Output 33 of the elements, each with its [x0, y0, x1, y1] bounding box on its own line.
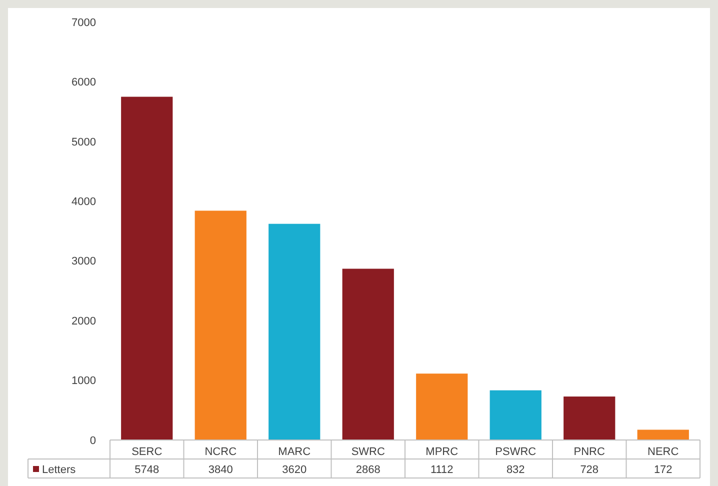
y-tick-label: 5000: [72, 136, 96, 148]
data-label: 3840: [208, 464, 233, 476]
y-tick-label: 2000: [72, 315, 96, 328]
bar: [194, 210, 246, 440]
legend-label: Letters: [42, 464, 76, 476]
x-tick-label: NERC: [648, 446, 679, 458]
x-tick-label: PSWRC: [495, 446, 536, 458]
y-tick-label: 1000: [72, 375, 96, 388]
data-label: 1112: [430, 464, 454, 476]
data-label: 728: [580, 464, 599, 476]
x-tick-label: SWRC: [351, 446, 385, 458]
bar: [268, 224, 320, 440]
x-tick-label: SERC: [132, 446, 162, 458]
bar: [564, 396, 616, 440]
bar: [416, 374, 468, 440]
x-tick-label: NCRC: [204, 446, 237, 458]
data-label: 832: [506, 464, 525, 476]
data-label: 172: [654, 464, 672, 476]
data-label: 2868: [356, 464, 380, 476]
bar: [490, 390, 542, 440]
x-tick-label: MPRC: [426, 446, 458, 458]
y-tick-label: 3000: [72, 256, 96, 268]
x-tick-label: PNRC: [574, 446, 606, 458]
y-tick-label: 4000: [72, 196, 96, 208]
y-tick-label: 0: [90, 434, 96, 447]
bar: [121, 96, 173, 440]
y-tick-label: 6000: [72, 76, 96, 89]
data-label: 5748: [134, 464, 160, 476]
bar: [342, 268, 394, 440]
y-tick-label: 7000: [72, 16, 96, 29]
bar: [637, 430, 689, 440]
data-label: 3620: [282, 464, 307, 476]
x-tick-label: MARC: [278, 446, 311, 458]
